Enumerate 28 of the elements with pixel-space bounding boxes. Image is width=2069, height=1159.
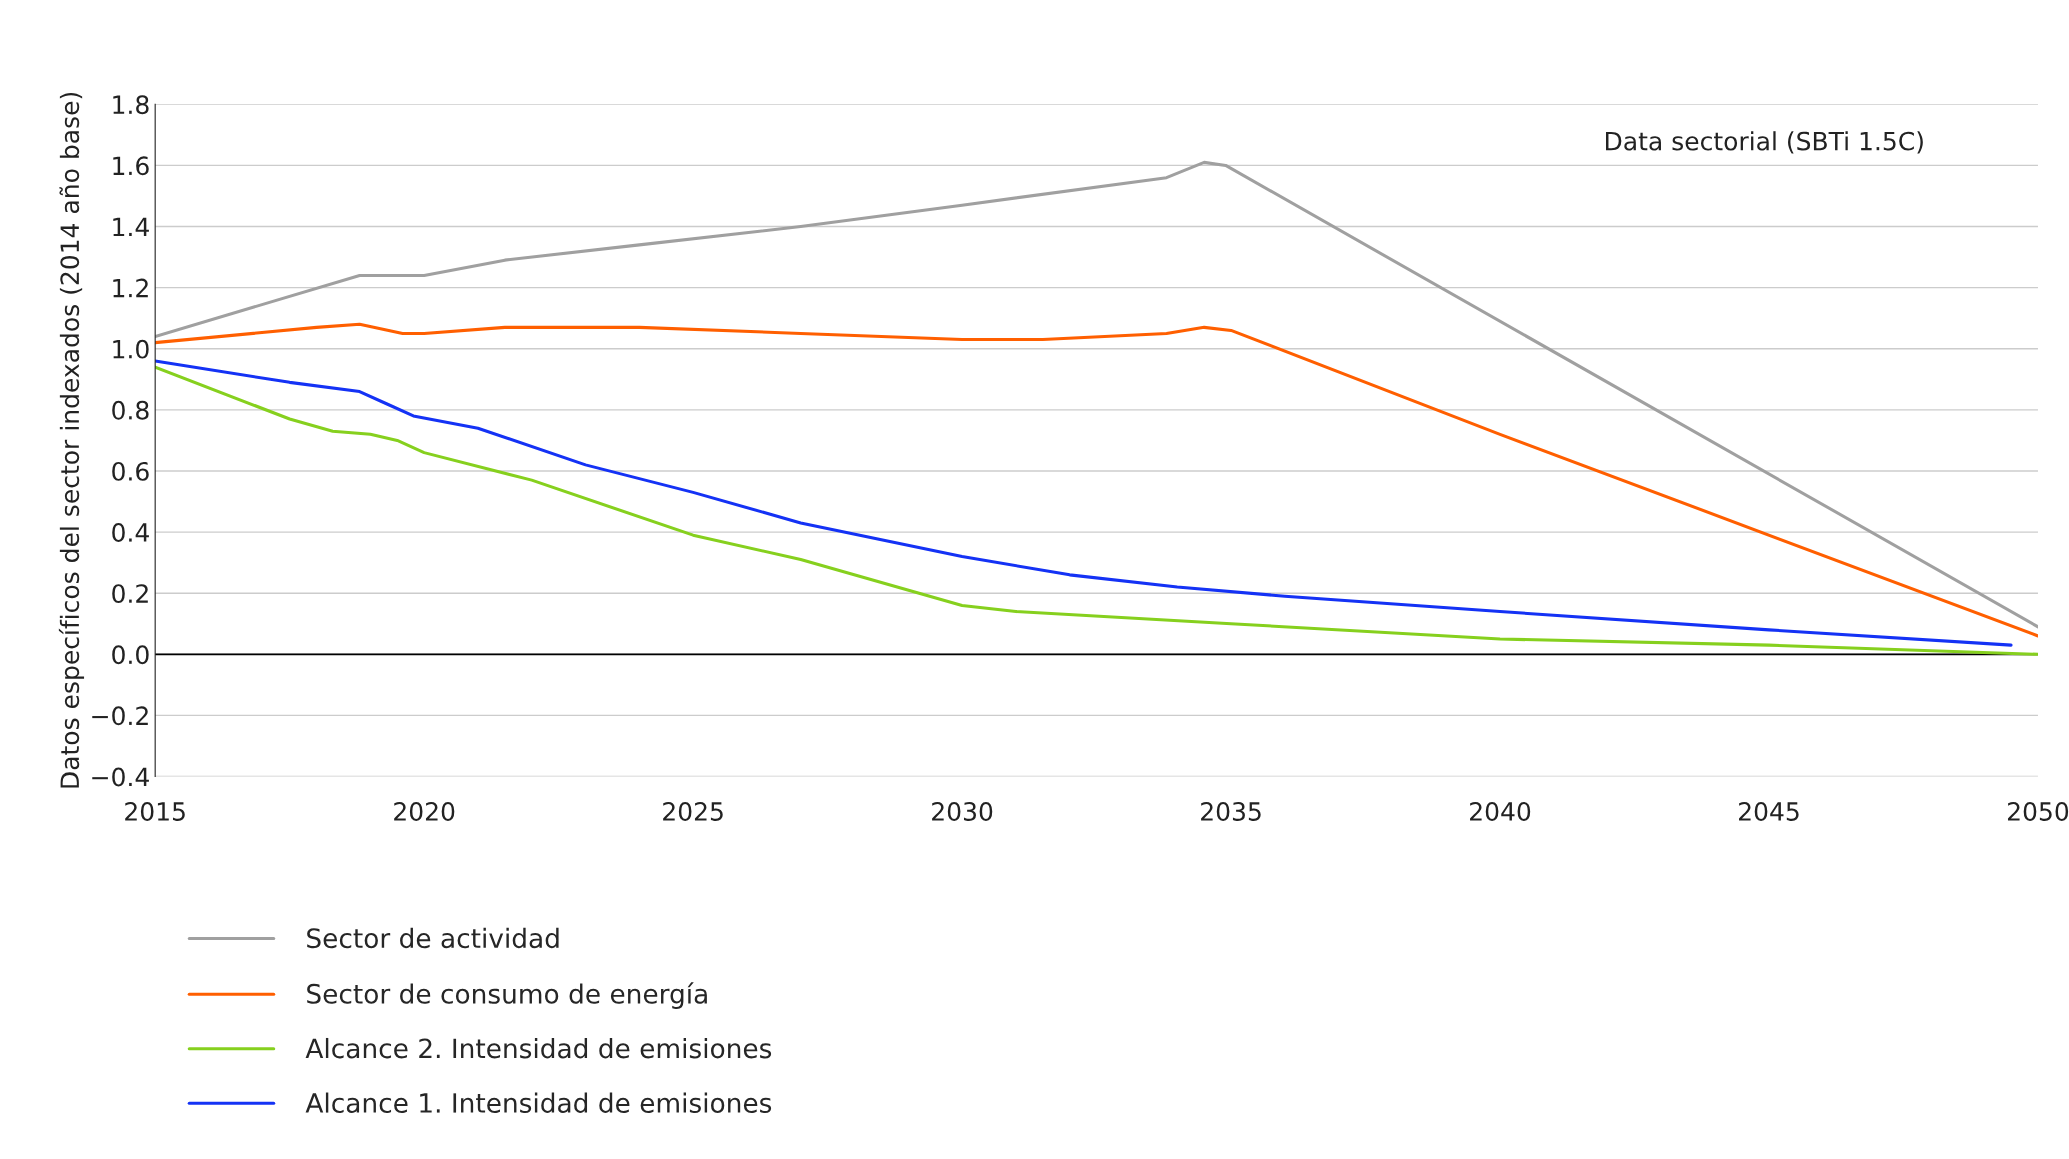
legend-label: Alcance 1. Intensidad de emisiones (305, 1092, 772, 1113)
y-tick-label: 0.4 (112, 523, 149, 542)
x-tick-label: 2045 (1739, 801, 1799, 821)
legend-label: Sector de actividad (307, 927, 559, 949)
y-tick-label: 1.6 (113, 156, 149, 176)
y-tick-label: −0.2 (92, 706, 148, 726)
legend-label: Sector de consumo de energía (307, 982, 707, 1009)
x-tick-label: 2030 (932, 801, 993, 821)
x-tick-label: 2050 (2007, 801, 2069, 821)
y-tick-label: 1.2 (113, 278, 148, 298)
y-tick-label: −0.4 (92, 767, 149, 787)
y-tick-label: 1.8 (113, 95, 149, 115)
x-tick-label: 2025 (663, 801, 723, 821)
line-series (155, 322, 2038, 638)
y-tick-label: 1.4 (113, 217, 149, 237)
legend-label: Alcance 2. Intensidad de emisiones (305, 1037, 772, 1059)
annotation: Data sectorial (SBTi 1.5C) (1606, 131, 1923, 154)
y-tick-label: 0.8 (112, 400, 149, 420)
x-tick-label: 2015 (125, 801, 185, 821)
x-tick-label: 2035 (1201, 801, 1261, 821)
line-series (155, 160, 2038, 629)
y-tick-label: 0.0 (112, 645, 149, 665)
y-tick-label: 1.0 (113, 339, 149, 359)
x-tick-label: 2040 (1470, 801, 1531, 821)
y-tick-label: 0.6 (112, 461, 149, 481)
y-tick-label: 0.2 (112, 584, 148, 604)
x-tick-label: 2020 (394, 801, 455, 821)
y-axis-title: Datos específicos del sector indexados (2014 año base) (58, 92, 85, 788)
